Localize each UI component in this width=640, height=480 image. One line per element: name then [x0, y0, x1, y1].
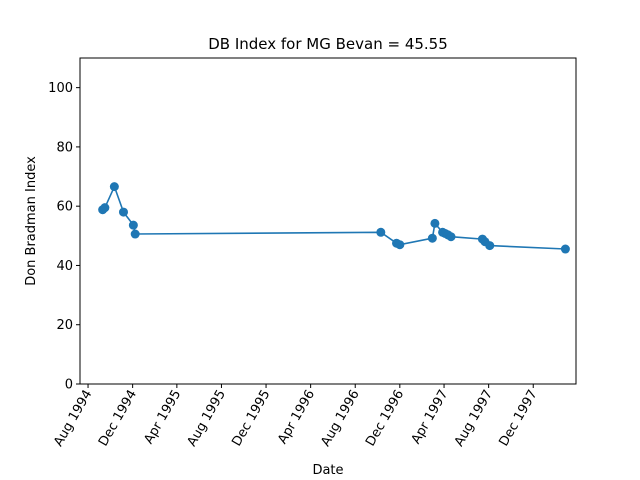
chart-title: DB Index for MG Bevan = 45.55 [208, 35, 448, 53]
data-point [427, 233, 437, 243]
data-point [395, 240, 405, 250]
y-axis-title: Don Bradman Index [24, 156, 39, 286]
data-point [376, 227, 386, 237]
y-tick-label: 100 [48, 81, 73, 96]
data-point [430, 218, 440, 228]
y-tick-label: 0 [65, 378, 73, 393]
data-point [560, 244, 570, 254]
x-axis-title: Date [312, 463, 343, 478]
y-tick-label: 40 [56, 259, 73, 274]
y-tick-label: 60 [56, 200, 73, 215]
data-point [485, 241, 495, 251]
data-point [100, 203, 110, 213]
y-tick-label: 20 [56, 318, 73, 333]
data-point [446, 232, 456, 242]
data-point [109, 182, 119, 192]
data-point [130, 229, 140, 239]
axes-frame [79, 57, 577, 385]
data-point [118, 207, 128, 217]
data-point [128, 220, 138, 230]
y-tick-label: 80 [56, 140, 73, 155]
